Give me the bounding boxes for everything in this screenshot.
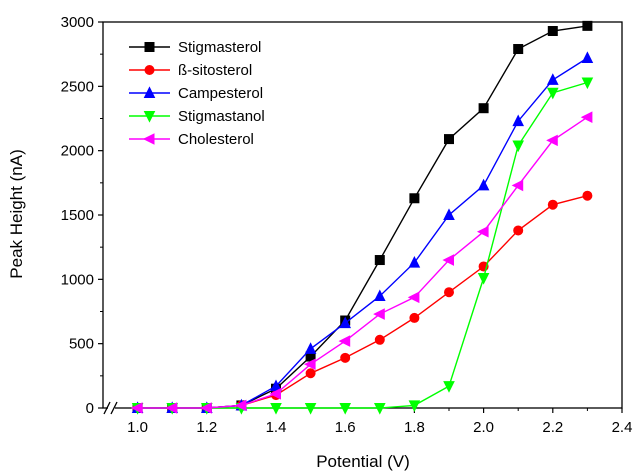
data-point [373,403,386,415]
axes: 1.0 1.2 1.4 1.6 1.8 2.0 2.2 2.4 0 500 1000 1500 2000… [61,14,633,436]
data-point [234,399,247,412]
data-point [581,51,594,64]
data-point [338,335,351,347]
series-0 [132,20,593,413]
data-point [305,368,316,379]
legend-label: Stigmastanol [178,108,265,125]
data-point [374,255,385,266]
data-point [478,103,489,114]
data-point [546,73,559,85]
series-3 [131,77,594,415]
plot-frame [102,21,623,409]
data-point [373,289,386,302]
data-point [304,342,317,354]
data-point [409,312,420,323]
data-point [477,178,490,191]
legend-label: ß-sitosterol [178,62,252,79]
series-2 [131,51,594,413]
data-point [165,402,178,414]
y-tick-label: 2000 [61,143,94,160]
data-point [512,140,525,153]
y-tick-label: 1000 [61,271,94,288]
data-point [407,291,420,304]
x-axis-title: Potential (V) [316,452,410,471]
legend-marker [142,133,155,145]
y-tick-label: 3000 [61,14,94,31]
data-point [546,134,558,147]
x-tick-label: 1.8 [404,419,425,436]
series-4 [130,111,593,414]
legend-label: Campesterol [178,85,263,102]
y-tick-label: 2500 [61,78,94,95]
series-layer [130,20,594,415]
data-point [443,381,455,393]
data-point [581,77,594,90]
legend-marker [144,65,155,75]
data-point [443,208,455,220]
data-point [442,254,454,266]
x-tick-label: 1.2 [196,419,217,436]
legend-label: Stigmasterol [178,39,261,56]
legend-marker [143,86,156,98]
data-point [269,388,281,400]
axis-break-mark [103,401,111,415]
data-point [546,87,559,100]
data-point [582,190,593,201]
data-point [340,352,351,363]
data-point [513,44,524,55]
data-point [408,400,421,413]
data-point [200,402,212,414]
legend-marker [143,111,156,123]
data-point [303,358,316,371]
data-point [373,308,385,320]
legend-marker [144,42,155,52]
x-tick-label: 2.4 [612,419,633,436]
y-tick-label: 1500 [61,207,94,224]
y-tick-label: 0 [86,400,94,417]
series-line [137,116,588,409]
data-point [476,225,489,238]
x-tick-label: 1.0 [127,419,148,436]
legend: Stigmasterol ß-sitosterol Campesterol Stigm… [129,39,265,148]
data-point [511,179,524,192]
data-point [582,20,593,31]
data-point [580,111,593,124]
data-point [339,403,352,415]
data-point [547,199,558,210]
series-1 [132,190,593,413]
data-point [547,26,558,37]
data-point [409,193,420,204]
axis-break-gap [108,402,115,414]
legend-label: Cholesterol [178,131,254,148]
x-tick-label: 1.6 [335,419,356,436]
data-point [339,316,352,329]
y-axis-title: Peak Height (nA) [7,149,26,278]
axis-break-mark [110,401,118,415]
data-point [513,225,524,236]
data-point [270,403,282,415]
y-tick-label: 500 [69,336,94,353]
x-tick-label: 2.0 [473,419,494,436]
x-tick-label: 2.2 [542,419,563,436]
data-point [477,273,490,285]
data-point [130,402,143,414]
data-point [304,403,317,415]
x-tick-label: 1.4 [266,419,287,436]
series-line [137,25,588,409]
data-point [444,134,454,145]
data-point [374,334,385,345]
data-point [512,114,525,127]
data-point [408,255,421,268]
data-point [444,287,454,298]
